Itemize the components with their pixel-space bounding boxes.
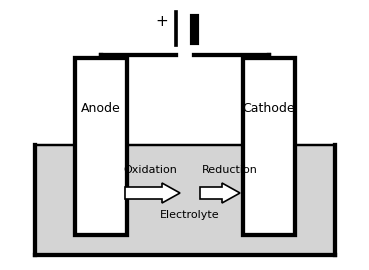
FancyArrow shape [125,183,180,203]
Text: Electrolyte: Electrolyte [160,210,220,220]
Bar [75,58,127,235]
Text: Oxidation: Oxidation [123,165,177,175]
Bar [243,58,295,235]
Text: Cathode: Cathode [243,102,295,114]
Text: Anode: Anode [81,102,121,114]
FancyArrow shape [200,183,240,203]
Bar [35,145,335,255]
Text: Reduction: Reduction [202,165,258,175]
Text: +: + [156,15,168,29]
